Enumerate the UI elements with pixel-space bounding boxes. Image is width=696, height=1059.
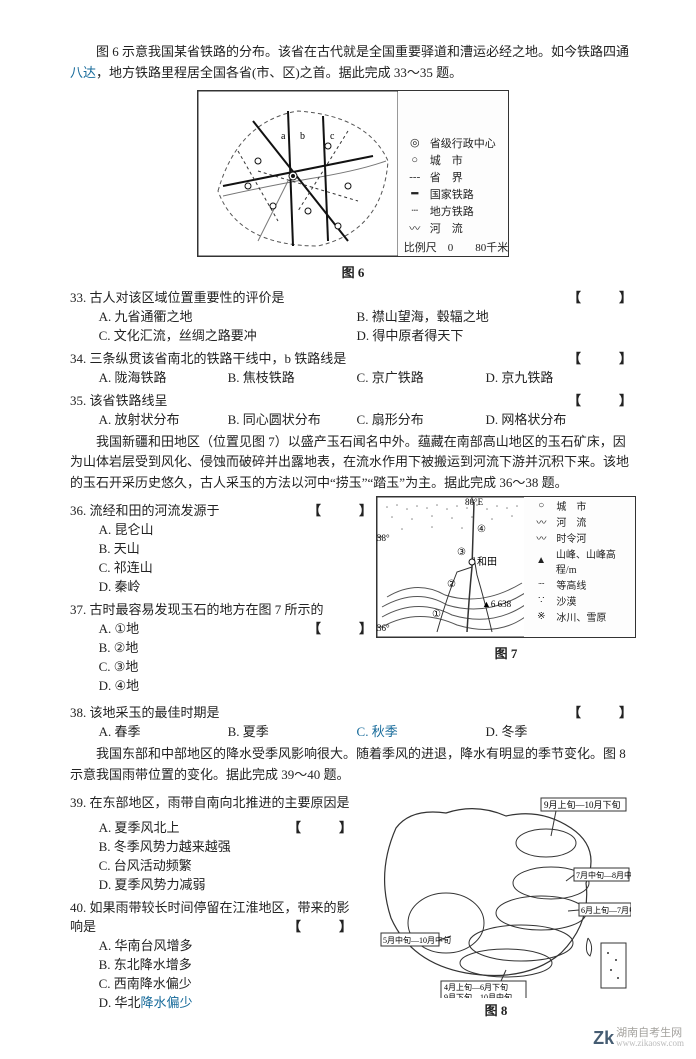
q33-opt-a[interactable]: A. 九省通衢之地 [99,306,357,325]
q33-opt-c[interactable]: C. 文化汇流，丝绸之路要冲 [99,325,357,344]
q39-opt-c[interactable]: C. 台风活动频繁 [99,855,356,874]
q36-opt-a[interactable]: A. 昆仑山 [99,519,376,538]
q39-opt-b[interactable]: B. 冬季风势力越来越强 [99,836,356,855]
svg-text:7月中旬—8月中旬: 7月中旬—8月中旬 [576,870,631,880]
intro-fig6: 图 6 示意我国某省铁路的分布。该省在古代就是全国重要驿道和漕运必经之地。如今铁… [70,42,636,84]
q34-opt-b[interactable]: B. 焦枝铁路 [228,367,357,386]
svg-text:和田: 和田 [477,556,497,568]
svg-text:b: b [300,131,305,142]
q33-opt-d[interactable]: D. 得中原者得天下 [357,325,615,344]
answer-bracket[interactable]: 【 】 [288,817,356,836]
fig6-caption: 图 6 [70,262,636,281]
answer-bracket[interactable]: 【 】 [568,287,636,306]
q34-opt-c[interactable]: C. 京广铁路 [357,367,486,386]
svg-text:80°E: 80°E [465,497,484,507]
answer-bracket[interactable]: 【 】 [568,348,636,367]
svg-text:▲6 638: ▲6 638 [482,599,512,609]
q37-opt-b[interactable]: B. ②地 [99,637,376,656]
svg-text:9月下旬—10月中旬: 9月下旬—10月中旬 [444,992,512,998]
q40-opt-b[interactable]: B. 东北降水增多 [99,954,356,973]
q36-opt-b[interactable]: B. 天山 [99,538,376,557]
question-35: 【 】 35. 该省铁路线呈 A. 放射状分布 B. 同心圆状分布 C. 扇形分… [70,390,636,428]
q37-opt-d[interactable]: D. ④地 [99,675,376,694]
q36-opt-d[interactable]: D. 秦岭 [99,576,376,595]
q40-opt-a[interactable]: A. 华南台风增多 [99,935,356,954]
svg-text:9月上旬—10月下旬: 9月上旬—10月下旬 [544,799,621,810]
svg-text:38°: 38° [377,533,390,543]
svg-text:③: ③ [457,547,466,558]
question-36: 36. 流经和田的河流发源于【 】 A. 昆仑山 B. 天山 C. 祁连山 D.… [70,500,376,595]
svg-text:c: c [330,131,335,142]
answer-bracket[interactable]: 【 】 [308,618,376,637]
intro-fig8: 我国东部和中部地区的降水受季风影响很大。随着季风的进退，降水有明显的季节变化。图… [70,744,636,786]
answer-bracket[interactable]: 【 】 [568,390,636,409]
answer-bracket[interactable]: 【 】 [308,500,376,519]
fig6-map: a b c [198,91,398,256]
fig7-legend: ○城 市 〰河 流 〰时令河 ▲山峰、山峰高程/m ┈等高线 ∵沙漠 ※冰川、雪… [530,497,635,637]
figure-8: 9月上旬—10月下旬 7月中旬—8月中旬 6月上旬—7月中旬 5月中旬—10月中… [356,788,636,1019]
intro-fig7: 我国新疆和田地区（位置见图 7）以盛产玉石闻名中外。蕴藏在南部高山地区的玉石矿床… [70,432,636,494]
watermark: Zk 湖南自考生网 www.zikaosw.com [593,1028,684,1049]
question-38: 【 】 38. 该地采玉的最佳时期是 A. 春季 B. 夏季 C. 秋季 D. … [70,702,636,740]
q38-opt-c[interactable]: C. 秋季 [357,721,486,740]
question-39: 39. 在东部地区，雨带自南向北推进的主要原因是 【 】 A. 夏季风北上 B.… [70,792,356,893]
q35-opt-a[interactable]: A. 放射状分布 [99,409,228,428]
answer-bracket[interactable]: 【 】 [288,916,356,935]
q40-opt-c[interactable]: C. 西南降水偏少 [99,973,356,992]
q35-opt-d[interactable]: D. 网格状分布 [486,409,615,428]
svg-text:①: ① [432,609,441,620]
q38-opt-b[interactable]: B. 夏季 [228,721,357,740]
svg-text:②: ② [447,579,456,590]
svg-text:36°: 36° [377,623,390,633]
fig8-caption: 图 8 [356,1000,636,1019]
question-37: 37. 古时最容易发现玉石的地方在图 7 所示的【 】 A. ①地 B. ②地 … [70,599,376,694]
q33-opt-b[interactable]: B. 襟山望海，毂辐之地 [357,306,615,325]
fig6-legend: ◎省级行政中心 ○城 市 ---省 界 ━国家铁路 ┄地方铁路 〰河 流 比例尺… [404,134,509,256]
figure-6: a b c ◎省级行政中心 ○城 市 ---省 界 ━国家铁路 ┄地方铁路 〰河… [70,90,636,281]
q40-opt-d[interactable]: D. 华北降水偏少 [99,992,356,1011]
fig7-caption: 图 7 [376,643,636,662]
svg-text:④: ④ [477,524,486,535]
svg-text:a: a [281,131,286,142]
q35-opt-c[interactable]: C. 扇形分布 [357,409,486,428]
q35-opt-b[interactable]: B. 同心圆状分布 [228,409,357,428]
q39-opt-d[interactable]: D. 夏季风势力减弱 [99,874,356,893]
svg-text:6月上旬—7月中旬: 6月上旬—7月中旬 [581,905,631,915]
q36-opt-c[interactable]: C. 祁连山 [99,557,376,576]
question-40: 40. 如果雨带较长时间停留在江淮地区，带来的影响是【 】 A. 华南台风增多 … [70,897,356,1011]
answer-bracket[interactable]: 【 】 [568,702,636,721]
question-34: 【 】 34. 三条纵贯该省南北的铁路干线中，b 铁路线是 A. 陇海铁路 B.… [70,348,636,386]
question-33: 【 】 33. 古人对该区域位置重要性的评价是 A. 九省通衢之地 B. 襟山望… [70,287,636,344]
svg-text:5月中旬—10月中旬: 5月中旬—10月中旬 [383,935,451,945]
q34-opt-a[interactable]: A. 陇海铁路 [99,367,228,386]
q34-opt-d[interactable]: D. 京九铁路 [486,367,615,386]
figure-7: 和田 ▲6 638 ④ ③ ② ① 80°E 38° 36° [376,496,636,698]
q37-opt-c[interactable]: C. ③地 [99,656,376,675]
q38-opt-a[interactable]: A. 春季 [99,721,228,740]
q38-opt-d[interactable]: D. 冬季 [486,721,615,740]
svg-text:4月上旬—6月下旬: 4月上旬—6月下旬 [444,982,508,992]
